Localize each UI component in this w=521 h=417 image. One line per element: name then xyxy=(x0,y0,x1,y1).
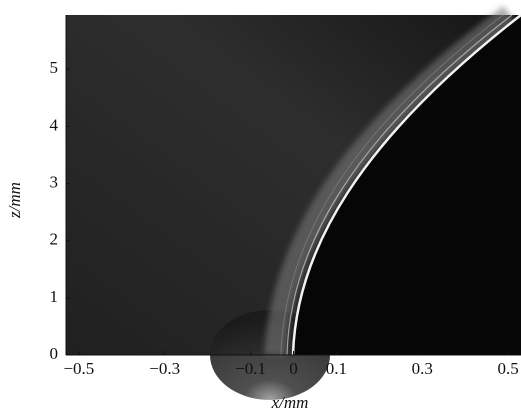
x-tick-label: 0 xyxy=(289,359,298,378)
x-tick-label: −0.5 xyxy=(63,359,94,378)
y-tick-label: 1 xyxy=(50,287,59,306)
x-tick-label: 0.5 xyxy=(497,359,518,378)
image xyxy=(66,6,521,400)
y-tick-label: 0 xyxy=(50,344,59,363)
x-tick-label: −0.1 xyxy=(235,359,266,378)
x-tick-label: 0.1 xyxy=(326,359,347,378)
y-tick-label: 5 xyxy=(50,58,59,77)
x-tick-label: −0.3 xyxy=(149,359,180,378)
x-tick-label: 0.3 xyxy=(412,359,433,378)
y-axis-label: z/mm xyxy=(5,182,24,219)
y-tick-label: 2 xyxy=(50,230,59,249)
y-tick-label: 3 xyxy=(50,172,59,191)
y-tick-label: 4 xyxy=(50,115,59,134)
x-axis-label: x/mm xyxy=(271,393,309,412)
